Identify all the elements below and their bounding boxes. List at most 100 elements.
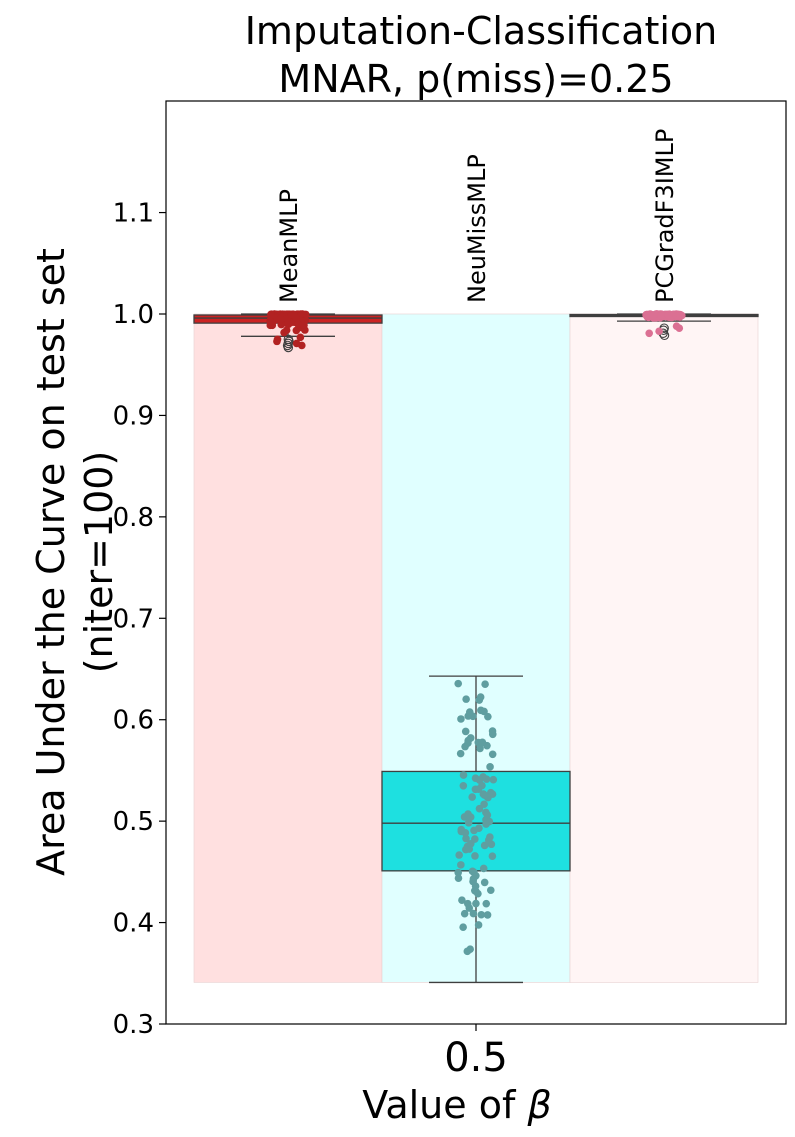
series-MeanMLP: MeanMLP bbox=[193, 189, 383, 353]
data-point bbox=[459, 771, 468, 779]
data-point bbox=[461, 742, 469, 751]
data-point bbox=[655, 327, 663, 336]
data-point bbox=[488, 852, 497, 860]
data-point bbox=[266, 317, 274, 326]
data-point bbox=[476, 744, 484, 753]
y-axis-label-line-1: Area Under the Curve on test set bbox=[29, 248, 73, 876]
data-point bbox=[459, 781, 468, 790]
data-point bbox=[296, 333, 305, 342]
data-point bbox=[475, 804, 484, 813]
data-point bbox=[294, 320, 302, 328]
data-point bbox=[656, 311, 665, 320]
data-point bbox=[462, 695, 470, 703]
data-point bbox=[454, 679, 463, 688]
data-point bbox=[472, 899, 480, 908]
data-point bbox=[645, 329, 653, 338]
data-point bbox=[464, 810, 472, 818]
data-point bbox=[284, 319, 292, 327]
data-point bbox=[276, 315, 285, 323]
y-tick-label: 0.3 bbox=[113, 1010, 154, 1040]
data-point bbox=[267, 310, 275, 319]
data-point bbox=[458, 896, 466, 904]
y-tick-label: 0.6 bbox=[113, 706, 154, 736]
data-point bbox=[469, 875, 478, 883]
data-point bbox=[465, 708, 474, 716]
data-point bbox=[489, 775, 498, 784]
data-point bbox=[289, 310, 298, 319]
data-point bbox=[475, 824, 483, 833]
y-axis-label-line-2: (niter=100) bbox=[77, 451, 121, 674]
data-point bbox=[474, 785, 483, 794]
x-tick-label: 0.5 bbox=[444, 1035, 508, 1081]
data-point bbox=[472, 887, 480, 896]
data-point bbox=[480, 841, 489, 850]
data-point bbox=[675, 310, 684, 319]
data-point bbox=[464, 818, 473, 827]
outlier-point bbox=[283, 334, 294, 345]
data-point bbox=[672, 322, 681, 330]
x-axis-label: Value of β bbox=[362, 1083, 551, 1127]
data-point bbox=[482, 899, 491, 908]
data-point bbox=[664, 311, 673, 320]
series-PCGradF3IMLP: PCGradF3IMLP bbox=[569, 129, 759, 341]
data-point bbox=[457, 715, 465, 723]
data-point bbox=[456, 749, 465, 758]
data-point bbox=[466, 734, 475, 742]
y-tick-label: 0.9 bbox=[113, 401, 154, 431]
data-point bbox=[466, 945, 474, 953]
category-band-MeanMLP bbox=[193, 313, 383, 983]
data-point bbox=[461, 727, 470, 736]
data-point bbox=[480, 878, 489, 887]
data-point bbox=[454, 868, 462, 877]
y-tick-label: 1.1 bbox=[113, 199, 154, 229]
data-point bbox=[477, 910, 486, 919]
data-point bbox=[468, 793, 476, 801]
data-point bbox=[459, 923, 467, 931]
y-axis-ticks: 0.3 0.4 0.5 0.6 0.7 0.8 0.9 1.0 1.1 bbox=[113, 199, 166, 1040]
y-tick-label: 1.0 bbox=[113, 300, 154, 330]
data-point bbox=[478, 738, 487, 747]
data-point bbox=[488, 790, 497, 798]
data-point bbox=[484, 712, 492, 721]
data-point bbox=[466, 839, 475, 848]
data-point bbox=[486, 763, 494, 771]
chart-title-line-2: MNAR, p(miss)=0.25 bbox=[278, 57, 673, 101]
y-tick-label: 0.5 bbox=[113, 807, 154, 837]
data-point bbox=[482, 820, 490, 828]
data-point bbox=[484, 836, 493, 844]
data-point bbox=[470, 868, 478, 877]
y-tick-label: 0.8 bbox=[113, 503, 154, 533]
x-axis-label-symbol: β bbox=[526, 1083, 551, 1127]
data-point bbox=[292, 339, 301, 348]
data-point bbox=[469, 909, 478, 918]
data-point bbox=[457, 861, 465, 869]
y-tick-label: 0.4 bbox=[113, 909, 154, 939]
data-point bbox=[644, 311, 652, 320]
data-point bbox=[649, 311, 658, 320]
chart-title-line-1: Imputation-Classification bbox=[245, 9, 718, 53]
series-NeuMissMLP: NeuMissMLP bbox=[381, 154, 571, 984]
data-point bbox=[481, 680, 489, 689]
data-point bbox=[462, 834, 470, 843]
data-point bbox=[483, 911, 492, 919]
data-point bbox=[475, 696, 484, 704]
data-point bbox=[488, 730, 497, 739]
data-point bbox=[461, 829, 470, 837]
data-point bbox=[460, 909, 469, 918]
data-point bbox=[483, 811, 492, 819]
data-point bbox=[463, 899, 472, 908]
outlier-point bbox=[659, 330, 670, 341]
data-point bbox=[486, 886, 495, 895]
data-point bbox=[488, 750, 497, 759]
box-series: MeanMLP NeuMissMLP PCGradF3IMLP bbox=[193, 129, 759, 984]
category-band-PCGradF3IMLP bbox=[569, 313, 759, 983]
data-point bbox=[273, 335, 282, 344]
series-label: NeuMissMLP bbox=[463, 154, 491, 303]
y-axis-label: Area Under the Curve on test set (niter=… bbox=[29, 248, 121, 876]
series-label: MeanMLP bbox=[275, 189, 303, 303]
data-point bbox=[479, 864, 488, 873]
data-point bbox=[474, 921, 483, 929]
data-point bbox=[454, 874, 463, 882]
data-point bbox=[480, 791, 489, 799]
